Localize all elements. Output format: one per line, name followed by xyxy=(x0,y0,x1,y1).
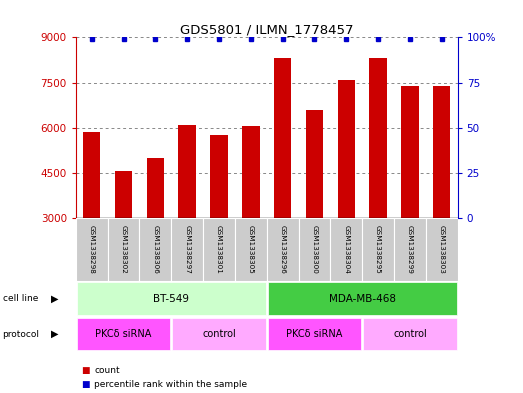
Bar xyxy=(401,86,418,218)
Bar xyxy=(76,218,108,281)
Bar xyxy=(369,59,387,218)
Bar xyxy=(172,218,203,281)
Text: GSM1338306: GSM1338306 xyxy=(152,225,158,274)
Text: GSM1338303: GSM1338303 xyxy=(439,225,445,274)
Text: PKCδ siRNA: PKCδ siRNA xyxy=(286,329,343,339)
Bar xyxy=(306,110,323,218)
Text: GSM1338305: GSM1338305 xyxy=(248,225,254,274)
Bar xyxy=(363,318,457,350)
Bar xyxy=(172,318,266,350)
Bar xyxy=(115,171,132,218)
Bar xyxy=(242,126,259,218)
Text: BT-549: BT-549 xyxy=(153,294,189,304)
Bar xyxy=(394,218,426,281)
Text: GSM1338299: GSM1338299 xyxy=(407,225,413,274)
Bar xyxy=(433,86,450,218)
Text: cell line: cell line xyxy=(3,294,38,303)
Bar xyxy=(203,218,235,281)
Text: GSM1338300: GSM1338300 xyxy=(312,225,317,274)
Bar xyxy=(331,218,362,281)
Text: GSM1338301: GSM1338301 xyxy=(216,225,222,274)
Bar xyxy=(268,318,361,350)
Text: ■: ■ xyxy=(81,380,89,389)
Text: percentile rank within the sample: percentile rank within the sample xyxy=(94,380,247,389)
Text: ▶: ▶ xyxy=(51,294,59,304)
Text: control: control xyxy=(202,329,236,339)
Text: ▶: ▶ xyxy=(51,329,59,339)
Bar xyxy=(235,218,267,281)
Bar xyxy=(108,218,140,281)
Text: GSM1338297: GSM1338297 xyxy=(184,225,190,274)
Bar xyxy=(426,218,458,281)
Text: GSM1338302: GSM1338302 xyxy=(121,225,127,274)
Text: PKCδ siRNA: PKCδ siRNA xyxy=(95,329,152,339)
Text: GSM1338298: GSM1338298 xyxy=(89,225,95,274)
Bar xyxy=(268,283,457,315)
Text: control: control xyxy=(393,329,427,339)
Bar xyxy=(140,218,172,281)
Bar xyxy=(210,135,228,218)
Text: ■: ■ xyxy=(81,366,89,375)
Bar xyxy=(362,218,394,281)
Bar xyxy=(77,318,170,350)
Text: count: count xyxy=(94,366,120,375)
Text: GSM1338304: GSM1338304 xyxy=(343,225,349,274)
Text: GSM1338295: GSM1338295 xyxy=(375,225,381,274)
Bar xyxy=(337,79,355,218)
Text: GSM1338296: GSM1338296 xyxy=(280,225,286,274)
Text: protocol: protocol xyxy=(3,330,40,338)
Title: GDS5801 / ILMN_1778457: GDS5801 / ILMN_1778457 xyxy=(180,23,354,36)
Bar xyxy=(267,218,299,281)
Bar xyxy=(299,218,331,281)
Bar xyxy=(274,59,291,218)
Bar xyxy=(146,158,164,218)
Bar xyxy=(83,132,100,218)
Bar xyxy=(178,125,196,218)
Bar xyxy=(77,283,266,315)
Text: MDA-MB-468: MDA-MB-468 xyxy=(328,294,396,304)
